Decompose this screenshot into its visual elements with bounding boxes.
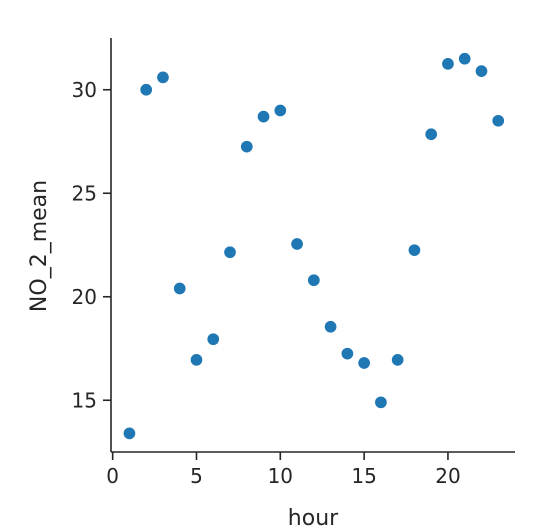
data-point xyxy=(139,82,153,97)
x-tick-label: 5 xyxy=(190,464,203,488)
y-tick-label: 20 xyxy=(72,285,97,309)
y-tick-label: 30 xyxy=(72,78,97,102)
x-axis-label: hour xyxy=(288,506,339,531)
data-point xyxy=(307,273,321,287)
y-tick-label: 15 xyxy=(72,388,97,412)
data-point xyxy=(240,139,254,154)
data-point xyxy=(441,57,455,71)
data-point xyxy=(223,245,237,259)
x-axis-ticks: 0 5 10 15 20 xyxy=(106,452,461,488)
y-tick-label: 25 xyxy=(72,181,97,205)
data-point xyxy=(390,353,405,367)
data-point xyxy=(290,237,304,251)
y-axis-label: NO_2_mean xyxy=(27,180,52,312)
x-tick-label: 10 xyxy=(268,464,293,488)
data-point xyxy=(156,70,170,85)
x-tick-label: 20 xyxy=(435,464,460,488)
data-point xyxy=(491,114,505,128)
data-point xyxy=(457,51,472,66)
x-tick-label: 0 xyxy=(106,464,119,488)
data-point xyxy=(340,346,355,361)
data-point xyxy=(122,426,137,441)
x-tick-label: 15 xyxy=(351,464,376,488)
data-point xyxy=(357,356,371,370)
data-point xyxy=(323,320,338,334)
data-point xyxy=(407,243,422,257)
data-point xyxy=(424,127,438,142)
data-point xyxy=(374,395,388,410)
y-axis-ticks: 15 20 25 30 xyxy=(72,78,111,412)
data-point xyxy=(273,103,288,118)
data-point xyxy=(206,332,221,346)
data-point xyxy=(256,109,271,124)
data-point xyxy=(474,64,489,78)
data-points xyxy=(122,51,505,441)
data-point xyxy=(189,353,204,367)
data-point xyxy=(172,281,187,296)
